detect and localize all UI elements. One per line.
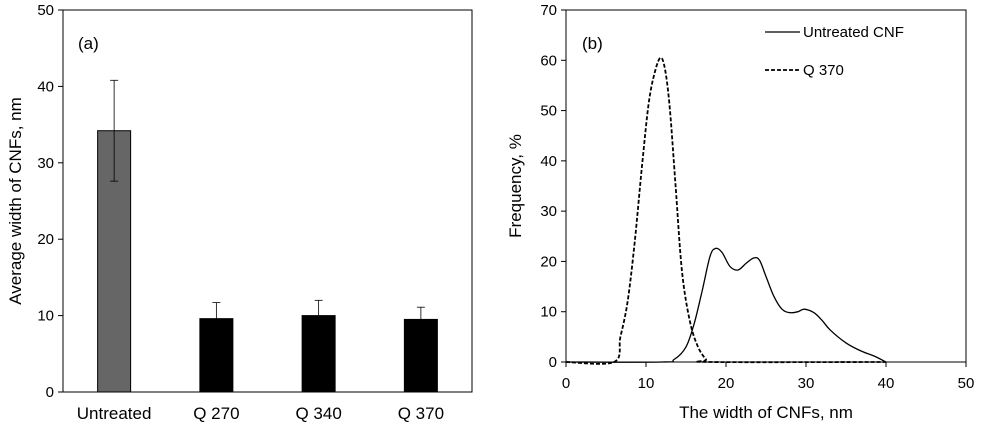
panel-a-bars (97, 79, 438, 393)
panel-b-series (565, 56, 887, 365)
panel-b-x-axis-title: The width of CNFs, nm (679, 403, 853, 422)
x-tick-label: 50 (958, 375, 975, 392)
x-tick-label: 10 (638, 375, 655, 392)
y-tick-label: 40 (540, 153, 557, 170)
y-tick-label: 0 (46, 384, 54, 401)
series-line-untreated-cnf (565, 247, 887, 363)
panel-b-x-ticks: 0 10 20 30 40 50 (562, 362, 975, 392)
y-tick-label: 50 (37, 2, 54, 19)
panel-b-label: (b) (582, 34, 603, 53)
panel-a-y-axis-title: Average width of CNFs, nm (6, 97, 25, 305)
x-category-label: Q 270 (193, 404, 239, 423)
y-tick-label: 0 (549, 354, 557, 371)
y-tick-label: 20 (37, 231, 54, 248)
y-tick-label: 30 (37, 155, 54, 172)
panel-b-y-axis-title: Frequency, % (506, 134, 525, 238)
series-line-q-370 (565, 56, 887, 365)
y-tick-label: 10 (37, 308, 54, 325)
x-tick-label: 20 (718, 375, 735, 392)
y-tick-label: 40 (37, 78, 54, 95)
y-tick-label: 20 (540, 253, 557, 270)
legend-label-q370: Q 370 (803, 62, 844, 79)
legend-label-untreated-cnf: Untreated CNF (803, 24, 904, 41)
y-tick-label: 70 (540, 2, 557, 19)
y-tick-label: 60 (540, 52, 557, 69)
panel-b: (b) Frequency, % The width of CNFs, nm 0… (506, 2, 974, 422)
panel-a-frame (62, 9, 473, 393)
panel-b-legend: Untreated CNF Q 370 (765, 24, 904, 79)
panel-b-y-ticks: 0 10 20 30 40 50 60 70 (540, 2, 566, 371)
panel-a-y-ticks: 0 10 20 30 40 50 (37, 2, 63, 401)
x-category-label: Q 370 (398, 404, 444, 423)
panel-a-x-ticks: Untreated Q 270 Q 340 Q 370 (77, 404, 444, 423)
x-tick-label: 30 (798, 375, 815, 392)
panel-a: (a) Average width of CNFs, nm 0 10 20 30 40 5… (6, 2, 473, 423)
x-tick-label: 40 (878, 375, 895, 392)
y-tick-label: 10 (540, 304, 557, 321)
x-category-label: Q 340 (295, 404, 341, 423)
y-tick-label: 50 (540, 103, 557, 120)
x-tick-label: 0 (562, 375, 570, 392)
y-tick-label: 30 (540, 203, 557, 220)
panel-a-label: (a) (78, 34, 99, 53)
x-category-label: Untreated (77, 404, 152, 423)
